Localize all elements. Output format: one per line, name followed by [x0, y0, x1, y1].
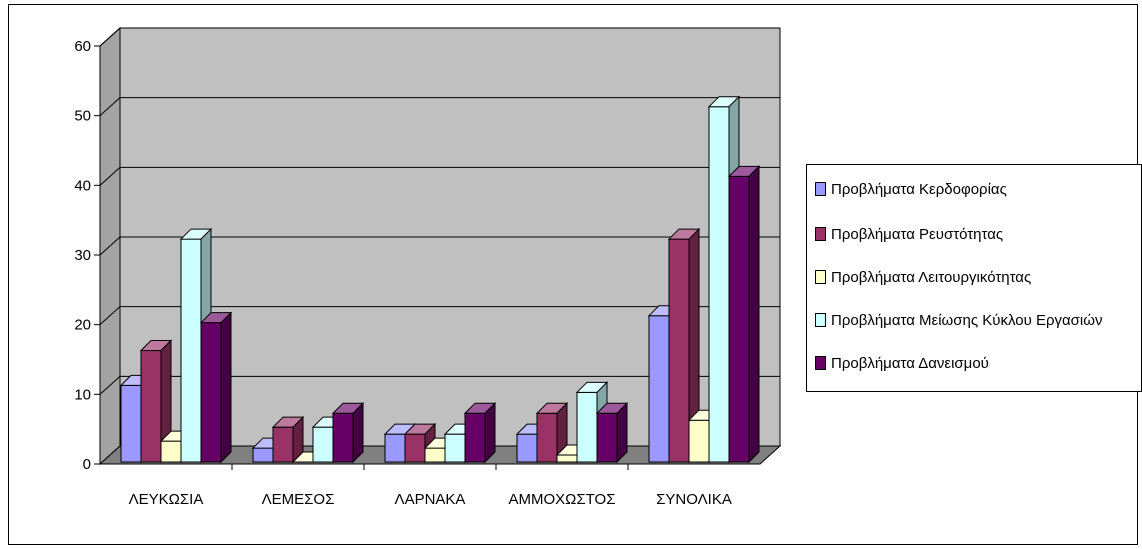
bar-front — [688, 419, 710, 463]
bar-front — [536, 412, 558, 463]
legend-label: Προβλήματα Κερδοφορίας — [831, 180, 1007, 198]
bar — [271, 415, 305, 464]
legend-label: Προβλήματα Λειτουργικότητας — [831, 268, 1032, 286]
bar — [463, 402, 497, 464]
legend-swatch — [815, 227, 826, 241]
legend-item: Προβλήματα Λειτουργικότητας — [815, 266, 1031, 288]
axes — [94, 45, 760, 470]
legend-item: Προβλήματα Ρευστότητας — [815, 223, 1003, 245]
bar-front — [648, 315, 670, 463]
bar — [727, 165, 761, 464]
gridline — [99, 306, 780, 326]
y-tick-label: 30 — [74, 247, 91, 264]
legend-item: Προβλήματα Δανεισμού — [815, 352, 989, 374]
legend-label: Προβλήματα Δανεισμού — [831, 354, 989, 372]
legend: Προβλήματα Κερδοφορίας Προβλήματα Ρευστό… — [806, 164, 1142, 392]
bar-front — [596, 412, 618, 463]
legend-swatch — [815, 356, 826, 370]
gridline — [99, 27, 780, 47]
y-tick-label: 20 — [74, 317, 91, 334]
gridlines — [99, 27, 780, 395]
legend-item: Προβλήματα Μείωσης Κύκλου Εργασιών — [815, 309, 1102, 331]
gridline — [99, 97, 780, 117]
x-category-label: ΛΕΥΚΩΣΙΑ — [129, 491, 204, 508]
bar-front — [252, 447, 274, 463]
x-category-label: ΛΕΜΕΣΟΣ — [262, 491, 335, 508]
bar-front — [556, 454, 578, 463]
bar-front — [576, 391, 598, 463]
legend-swatch — [815, 182, 826, 196]
x-category-label: ΣΥΝΟΛΙΚΑ — [656, 491, 732, 508]
gridline — [99, 166, 780, 186]
bar — [139, 339, 173, 464]
bar-front — [404, 433, 426, 463]
y-tick-label: 40 — [74, 177, 91, 194]
legend-label: Προβλήματα Μείωσης Κύκλου Εργασιών — [831, 311, 1103, 329]
y-tick-label: 60 — [74, 38, 91, 55]
bar-front — [140, 350, 162, 463]
bar-side — [352, 402, 364, 464]
bar-front — [312, 426, 334, 463]
legend-swatch — [815, 270, 826, 284]
legend-swatch — [815, 313, 826, 327]
bar-front — [332, 412, 354, 463]
bar-front — [444, 433, 466, 463]
bar — [667, 227, 701, 464]
bar-front — [464, 412, 486, 463]
legend-label: Προβλήματα Ρευστότητας — [831, 225, 1004, 243]
y-tick-labels: 0 10 20 30 40 50 60 — [74, 38, 91, 473]
gridline — [99, 236, 780, 256]
bar-front — [668, 238, 690, 463]
bar-front — [728, 175, 750, 463]
x-category-labels: ΛΕΥΚΩΣΙΑ ΛΕΜΕΣΟΣ ΛΑΡΝΑΚΑ ΑΜΜΟΧΩΣΤΟΣ ΣΥΝΟΛΙΚΑ — [129, 491, 732, 508]
x-category-label: ΛΑΡΝΑΚΑ — [395, 491, 466, 508]
bar-side — [220, 311, 232, 464]
x-category-label: ΑΜΜΟΧΩΣΤΟΣ — [509, 491, 616, 508]
bar-front — [424, 447, 446, 463]
gridline — [99, 375, 780, 395]
bar-front — [180, 238, 202, 463]
bar — [331, 402, 365, 464]
bar-front — [272, 426, 294, 463]
y-tick-label: 50 — [74, 108, 91, 125]
legend-item: Προβλήματα Κερδοφορίας — [815, 178, 1007, 200]
bar — [595, 402, 629, 464]
y-tick-label: 0 — [83, 456, 91, 473]
y-tick-label: 10 — [74, 386, 91, 403]
bar — [199, 311, 233, 464]
bars — [119, 95, 761, 464]
bar-front — [120, 384, 142, 463]
bar-side — [616, 402, 628, 464]
bar-front — [160, 440, 182, 463]
bar-chart-3d: 0 10 20 30 40 50 60 ΛΕΥΚΩΣΙΑ ΛΕΜΕΣΟΣ ΛΑΡΝΑΚΑ ΑΜΜΟ… — [74, 26, 782, 508]
bar-side — [748, 165, 760, 464]
bar-front — [516, 433, 538, 463]
bar-front — [384, 433, 406, 463]
bar-front — [708, 106, 730, 463]
bar-side — [484, 402, 496, 464]
bar-front — [200, 322, 222, 463]
